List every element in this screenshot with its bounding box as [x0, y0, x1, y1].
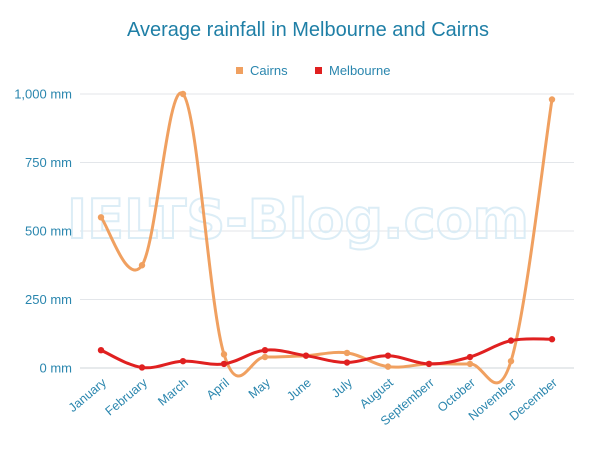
x-tick-label: February	[103, 375, 151, 418]
data-point	[548, 96, 556, 103]
data-point	[179, 90, 187, 98]
y-tick-label: 1,000 mm	[14, 87, 72, 102]
data-point	[384, 363, 392, 370]
data-point	[343, 359, 351, 366]
chart-title: Average rainfall in Melbourne and Cairns	[127, 19, 489, 41]
data-point	[466, 353, 474, 361]
legend-swatch	[236, 67, 243, 74]
legend: Cairns Melbourne	[236, 63, 390, 78]
data-point	[97, 346, 105, 354]
data-point	[179, 357, 187, 365]
y-tick-label: 250 mm	[25, 292, 72, 307]
x-tick-label: July	[329, 375, 356, 400]
data-point	[425, 360, 433, 368]
series-layer	[97, 90, 556, 385]
data-point	[302, 352, 310, 359]
legend-swatch	[315, 67, 322, 74]
data-point	[466, 360, 474, 368]
y-tick-label: 0 mm	[40, 361, 73, 376]
x-tick-label: April	[204, 376, 232, 403]
data-point	[97, 214, 105, 221]
data-point	[507, 357, 515, 365]
data-point	[384, 352, 392, 359]
data-point	[138, 262, 146, 269]
legend-label: Cairns	[250, 63, 288, 78]
x-tick-label: June	[284, 376, 314, 404]
x-tick-label: March	[155, 376, 191, 409]
data-point	[220, 360, 228, 368]
series-line	[99, 337, 554, 370]
data-point	[548, 336, 556, 343]
data-point	[343, 349, 351, 357]
data-point	[261, 353, 269, 361]
data-point	[507, 337, 515, 344]
data-point	[138, 364, 146, 371]
legend-label: Melbourne	[329, 63, 390, 78]
y-axis: 0 mm 250 mm 500 mm 750 mm 1,000 mm	[14, 87, 72, 376]
y-tick-label: 500 mm	[25, 224, 72, 239]
data-point	[261, 346, 269, 354]
x-tick-label: May	[246, 375, 274, 401]
data-point	[220, 351, 228, 358]
y-tick-label: 750 mm	[25, 155, 72, 170]
series-melbourne	[97, 336, 556, 371]
watermark: IELTS-Blog.com	[67, 188, 529, 251]
